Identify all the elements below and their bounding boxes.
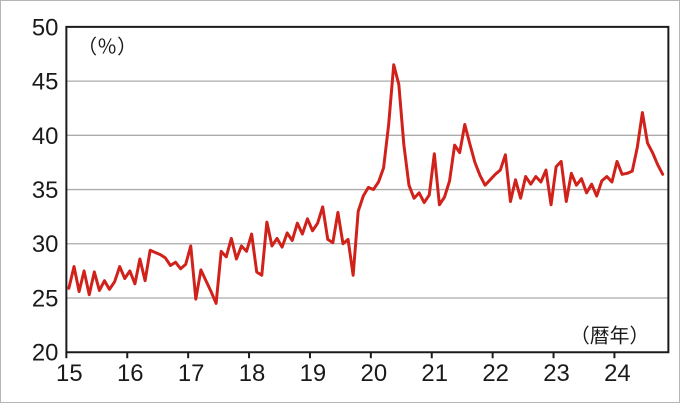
x-axis-ticks <box>65 352 616 359</box>
x-tick-label: 18 <box>239 360 266 387</box>
x-tick-label: 20 <box>361 360 388 387</box>
y-tick-label: 40 <box>32 123 59 150</box>
x-tick-label: 21 <box>421 360 448 387</box>
y-unit-label: （％） <box>77 37 137 59</box>
x-tick-label: 16 <box>117 360 144 387</box>
y-tick-label: 20 <box>32 340 59 367</box>
y-tick-label: 25 <box>32 285 59 312</box>
x-tick-label: 19 <box>300 360 327 387</box>
y-tick-label: 50 <box>32 14 59 41</box>
data-series-line <box>67 63 665 305</box>
y-tick-label: 45 <box>32 69 59 96</box>
y-tick-label: 30 <box>32 231 59 258</box>
plot-frame <box>65 25 670 354</box>
y-tick-label: 35 <box>32 177 59 204</box>
x-tick-label: 23 <box>543 360 570 387</box>
x-tick-label: 24 <box>604 360 631 387</box>
y-axis-labels: 20 25 30 35 40 45 50 <box>32 14 59 366</box>
x-tick-label: 22 <box>482 360 509 387</box>
x-axis-unit-label: （暦年） <box>570 324 650 347</box>
x-tick-label: 15 <box>56 360 83 387</box>
x-axis-labels: 15 16 17 18 19 20 21 22 23 24 <box>56 360 631 387</box>
x-tick-label: 17 <box>178 360 205 387</box>
